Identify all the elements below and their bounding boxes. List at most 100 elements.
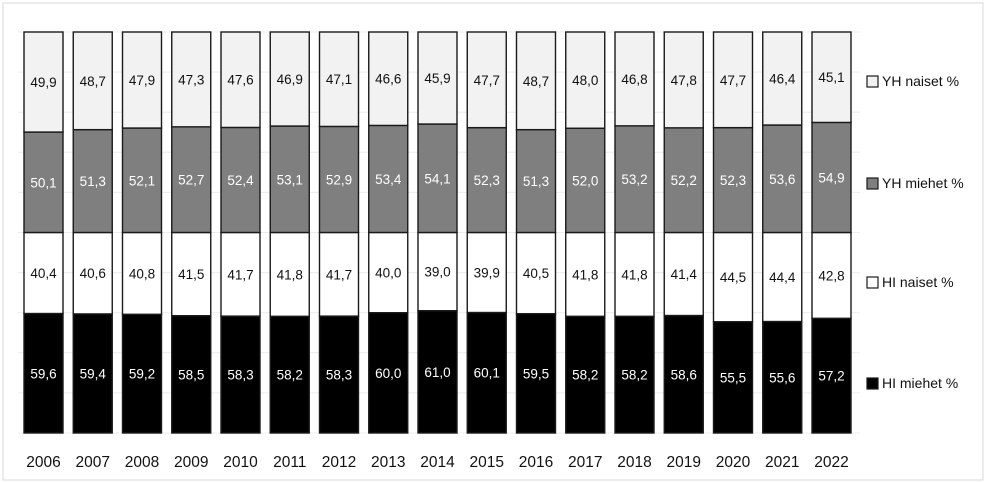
data-label: 60,0	[375, 366, 401, 381]
data-label: 53,6	[769, 172, 795, 187]
bar-stack-2017: 58,2 41,8 52,0 48,0	[565, 31, 606, 434]
data-label: 58,2	[572, 368, 598, 383]
bar-segment	[23, 312, 64, 434]
bar-stack-2012: 58,3 41,7 52,9 47,1	[318, 31, 360, 434]
bar-segment	[220, 315, 261, 434]
data-label: 52,2	[671, 173, 697, 188]
bar-segment	[318, 125, 360, 234]
data-label: 46,8	[621, 72, 647, 87]
data-label: 47,7	[474, 73, 500, 88]
data-label: 39,0	[424, 265, 450, 280]
x-tick-label: 2006	[26, 454, 60, 471]
data-label: 47,8	[671, 73, 697, 88]
x-tick-label: 2010	[223, 454, 258, 471]
data-label: 51,3	[80, 174, 106, 189]
legend-item: YH naiset %	[866, 73, 959, 89]
data-label: 41,7	[326, 267, 352, 282]
data-label: 61,0	[424, 365, 450, 380]
legend-swatch	[866, 75, 879, 88]
bar-segment	[121, 313, 163, 434]
bar-stack-2013: 60,0 40,0 53,4 46,6	[368, 31, 409, 434]
data-label: 47,7	[720, 73, 746, 88]
data-label: 53,1	[277, 172, 303, 187]
data-label: 58,3	[326, 368, 352, 383]
legend-item: HI miehet %	[866, 375, 958, 391]
data-label: 59,2	[129, 367, 155, 382]
data-label: 48,0	[572, 73, 598, 88]
data-label: 57,2	[818, 369, 844, 384]
bar-stack-2015: 60,1 39,9 52,3 47,7	[466, 31, 507, 434]
bar-segment	[368, 31, 409, 127]
bar-segment	[466, 311, 507, 434]
x-tick-label: 2022	[814, 454, 848, 471]
bar-segment	[712, 321, 754, 434]
bar-segment	[269, 231, 310, 318]
x-tick-label: 2016	[519, 454, 553, 471]
bar-segment	[515, 231, 557, 315]
x-tick-label: 2007	[76, 454, 110, 471]
data-label: 40,0	[375, 266, 401, 281]
bar-stack-2007: 59,4 40,6 51,3 48,7	[72, 31, 113, 434]
legend-label: HI miehet %	[882, 375, 958, 391]
bar-segment	[762, 231, 803, 323]
data-label: 58,6	[671, 367, 697, 382]
bar-stack-2014: 61,0 39,0 54,1 45,9	[417, 31, 458, 434]
bar-segment	[417, 231, 458, 312]
bar-segment	[663, 31, 704, 129]
data-label: 58,2	[621, 368, 647, 383]
data-label: 41,8	[621, 267, 647, 282]
data-label: 41,7	[227, 267, 253, 282]
bar-stack-2011: 58,2 41,8 53,1 46,9	[269, 31, 310, 434]
data-label: 47,9	[129, 73, 155, 88]
bar-segment	[318, 31, 360, 128]
data-label: 58,5	[178, 367, 204, 382]
bar-segment	[614, 125, 655, 234]
data-label: 40,4	[30, 266, 57, 281]
legend: YH naiset % YH miehet % HI naiset % HI mieh…	[866, 73, 964, 391]
bar-segment	[318, 315, 360, 434]
x-tick-label: 2014	[420, 454, 455, 471]
legend-item: YH miehet %	[866, 175, 964, 191]
bar-stack-2008: 59,2 40,8 52,1 47,9	[121, 31, 163, 434]
bar-segment	[811, 31, 852, 124]
bar-segment	[417, 31, 458, 125]
data-label: 42,8	[818, 268, 844, 283]
bar-segment	[269, 31, 310, 127]
data-label: 47,6	[227, 73, 253, 88]
data-label: 48,7	[523, 74, 549, 89]
x-tick-label: 2008	[125, 454, 159, 471]
x-tick-label: 2013	[371, 454, 405, 471]
data-label: 44,4	[769, 270, 796, 285]
data-label: 48,7	[80, 74, 106, 89]
data-label: 49,9	[30, 75, 56, 90]
legend-swatch	[866, 177, 879, 190]
bar-segment	[663, 127, 704, 234]
data-label: 60,1	[474, 366, 500, 381]
bar-segment	[72, 128, 113, 234]
data-label: 41,8	[277, 267, 303, 282]
x-tick-label: 2011	[273, 454, 306, 471]
bar-segment	[712, 126, 754, 234]
bar-segment	[417, 123, 458, 234]
data-label: 52,1	[129, 173, 155, 188]
bar-segment	[466, 126, 507, 234]
data-label: 39,9	[474, 265, 500, 280]
bar-segment	[712, 231, 754, 323]
data-label: 41,5	[178, 267, 204, 282]
bar-stack-2009: 58,5 41,5 52,7 47,3	[171, 31, 212, 434]
data-label: 45,1	[818, 70, 844, 85]
bar-segment	[762, 124, 803, 234]
bar-stack-2021: 55,6 44,4 53,6 46,4	[762, 31, 803, 434]
data-label: 50,1	[30, 175, 56, 190]
bar-stack-2022: 57,2 42,8 54,9 45,1	[811, 31, 852, 434]
data-label: 51,3	[523, 174, 549, 189]
data-label: 52,4	[227, 173, 254, 188]
bar-segment	[220, 31, 261, 129]
bar-stack-2010: 58,3 41,7 52,4 47,6	[220, 31, 261, 434]
x-tick-label: 2018	[617, 454, 651, 471]
x-tick-label: 2012	[322, 454, 356, 471]
legend-label: HI naiset %	[882, 274, 954, 290]
x-tick-label: 2015	[470, 454, 504, 471]
legend-label: YH naiset %	[882, 73, 959, 89]
